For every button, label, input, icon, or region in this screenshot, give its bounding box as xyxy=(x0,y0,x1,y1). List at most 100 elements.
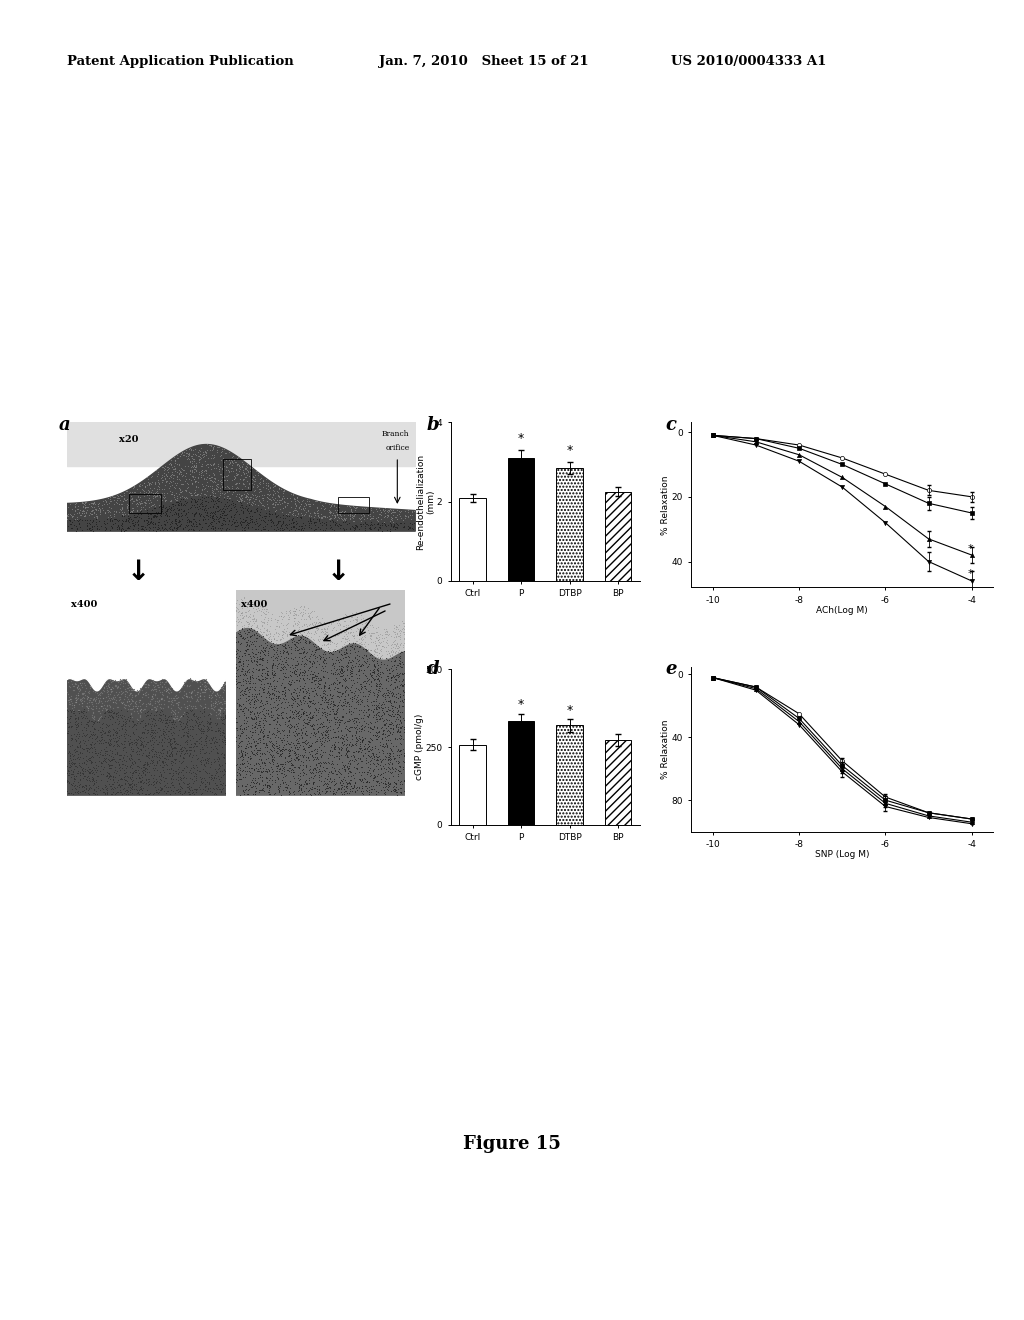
Point xyxy=(204,440,220,461)
Point xyxy=(383,503,399,524)
Point xyxy=(172,746,188,767)
Point xyxy=(179,686,196,708)
Point xyxy=(300,737,316,758)
Point xyxy=(59,722,76,743)
Point xyxy=(248,610,264,631)
Point xyxy=(200,447,216,469)
Point xyxy=(263,698,280,719)
Point xyxy=(327,504,343,525)
Point xyxy=(228,644,245,665)
Point xyxy=(346,517,362,539)
Point xyxy=(189,731,206,752)
Point xyxy=(204,480,220,502)
Point xyxy=(344,681,360,702)
Point xyxy=(144,723,161,744)
Point xyxy=(380,748,396,770)
Point xyxy=(59,717,76,738)
Point xyxy=(301,709,317,730)
Point xyxy=(283,731,299,752)
Point xyxy=(216,693,232,714)
Point xyxy=(134,684,151,705)
Point xyxy=(148,484,165,506)
Point xyxy=(88,689,104,710)
Point xyxy=(70,723,86,744)
Point xyxy=(163,752,179,774)
Point xyxy=(264,511,281,532)
Point xyxy=(129,488,145,510)
Point xyxy=(134,722,151,743)
Point xyxy=(304,618,321,639)
Point xyxy=(362,741,379,762)
Point xyxy=(99,677,116,698)
Point xyxy=(256,708,272,729)
Point xyxy=(94,726,111,747)
Point xyxy=(101,721,118,742)
Point xyxy=(200,777,216,799)
Point xyxy=(179,686,196,708)
Point xyxy=(315,751,332,772)
Point xyxy=(336,731,352,752)
Point xyxy=(159,680,175,701)
Point xyxy=(288,730,304,751)
Point xyxy=(151,750,167,771)
Point xyxy=(111,681,127,702)
Point xyxy=(100,758,117,779)
Point xyxy=(351,738,368,759)
Point xyxy=(302,510,318,531)
Point xyxy=(279,725,295,746)
Point xyxy=(218,495,234,516)
Point xyxy=(96,494,113,515)
Point xyxy=(259,672,275,693)
Point xyxy=(297,599,313,620)
Point xyxy=(196,678,212,700)
Point xyxy=(141,512,158,533)
Point xyxy=(178,741,195,762)
Point xyxy=(317,498,334,519)
Point xyxy=(350,503,367,524)
Point xyxy=(245,709,261,730)
Point xyxy=(185,455,202,477)
Point xyxy=(270,708,287,729)
Point xyxy=(67,672,83,693)
Point xyxy=(69,708,85,729)
Point xyxy=(72,764,88,785)
Point xyxy=(342,775,358,796)
Point xyxy=(102,733,119,754)
Point xyxy=(229,473,246,494)
Point xyxy=(365,767,381,788)
Point xyxy=(202,453,218,474)
Point xyxy=(270,615,287,636)
Point xyxy=(67,713,83,734)
Point xyxy=(241,473,257,494)
Point xyxy=(393,663,410,684)
Point xyxy=(144,709,161,730)
Point xyxy=(207,520,223,541)
Point xyxy=(347,734,364,755)
Point xyxy=(337,718,353,739)
Point xyxy=(113,519,129,540)
Point xyxy=(227,640,244,661)
Point xyxy=(91,708,108,729)
Point xyxy=(81,682,97,704)
Point xyxy=(313,727,330,748)
Point xyxy=(168,519,184,540)
Point xyxy=(239,459,255,480)
Point xyxy=(206,454,222,475)
Point xyxy=(294,651,310,672)
Point xyxy=(155,723,171,744)
Point xyxy=(288,598,304,619)
Point xyxy=(89,517,105,539)
Point xyxy=(159,746,175,767)
Point xyxy=(298,494,314,515)
Point xyxy=(381,754,397,775)
Point xyxy=(71,780,87,801)
Point xyxy=(132,771,148,792)
Point xyxy=(245,634,261,655)
Point xyxy=(176,516,193,537)
Point xyxy=(174,718,190,739)
Point xyxy=(230,611,247,632)
Point xyxy=(136,677,153,698)
Point xyxy=(165,717,181,738)
Point xyxy=(258,474,274,495)
Point xyxy=(250,752,266,774)
